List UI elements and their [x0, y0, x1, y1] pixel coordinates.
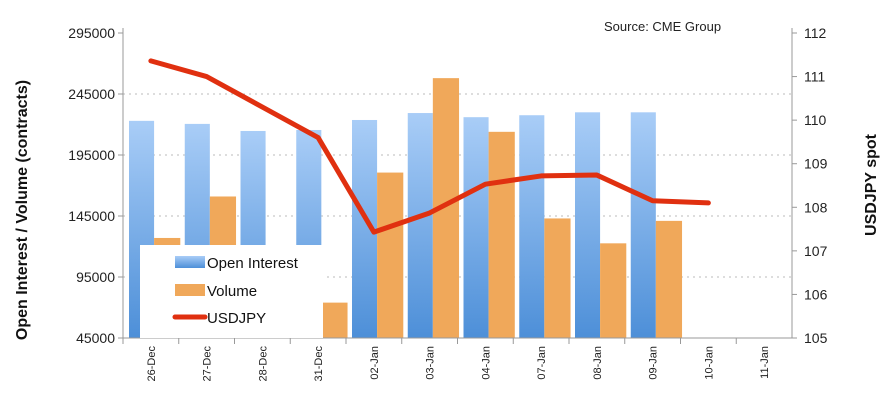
legend-box [140, 245, 323, 338]
bar-open-interest [407, 113, 433, 338]
y-tick-label: 295000 [68, 25, 115, 41]
y-tick-label: 145000 [68, 208, 115, 224]
y2-axis-label: USDJPY spot [863, 133, 880, 236]
y-tick-label: 45000 [76, 330, 115, 346]
y2-tick-label: 109 [804, 156, 828, 172]
y2-tick-label: 105 [804, 330, 828, 346]
bar-volume [600, 243, 627, 338]
bar-volume [377, 172, 404, 338]
legend-label-volume: Volume [207, 283, 257, 300]
legend: Open Interest Volume USDJPY [140, 245, 323, 338]
bar-volume [321, 302, 348, 338]
bar-open-interest [575, 112, 601, 338]
y2-tick-label: 107 [804, 243, 828, 259]
usdjpy-line [148, 58, 711, 235]
x-tick-label: 08-Jan [592, 346, 604, 380]
x-tick-label: 09-Jan [648, 346, 660, 380]
y2-tick-label: 110 [804, 112, 827, 128]
x-tick-label: 10-Jan [703, 346, 715, 380]
y2-tick-label: 111 [804, 69, 825, 85]
bar-open-interest [519, 115, 545, 338]
legend-label-open-interest: Open Interest [207, 255, 299, 272]
x-tick-label: 28-Dec [257, 346, 269, 382]
bar-volume [655, 220, 683, 338]
axes: 295000 245000 195000 145000 95000 45000 112 111… [68, 25, 827, 381]
y2-tick-label: 108 [804, 199, 828, 215]
y2-tick-label: 106 [804, 286, 828, 302]
x-tick-label: 03-Jan [425, 346, 437, 380]
legend-swatch-open-interest [175, 256, 205, 268]
x-tick-label: 04-Jan [480, 346, 492, 380]
x-tick-label: 02-Jan [369, 346, 381, 380]
x-tick-label: 31-Dec [313, 346, 325, 382]
bar-open-interest [630, 112, 656, 338]
x-tick-label: 07-Jan [536, 346, 548, 380]
x-tick-label: 26-Dec [146, 346, 158, 382]
x-tick-label: 27-Dec [202, 346, 214, 382]
y2-tick-label: 112 [804, 25, 827, 41]
y-axis-label: Open Interest / Volume (contracts) [14, 80, 31, 340]
y-tick-label: 95000 [76, 269, 115, 285]
bar-volume [544, 218, 571, 338]
y-tick-label: 195000 [68, 147, 115, 163]
x-tick-label: 11-Jan [759, 346, 771, 379]
source-label: Source: CME Group [604, 19, 721, 34]
legend-swatch-volume [175, 284, 205, 296]
bar-volume [488, 131, 515, 338]
legend-label-usdjpy: USDJPY [207, 310, 266, 327]
bar-open-interest [463, 117, 489, 339]
y-tick-label: 245000 [68, 86, 115, 102]
